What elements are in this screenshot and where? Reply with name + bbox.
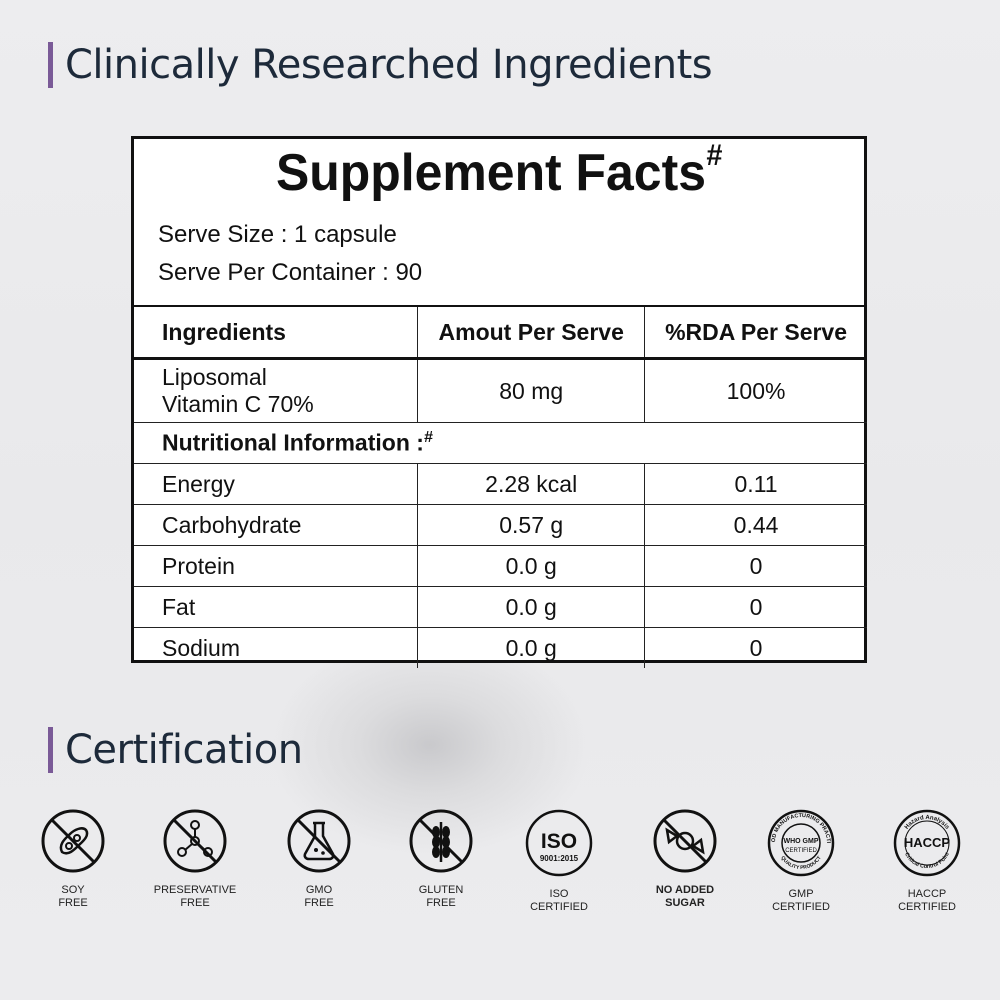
haccp-icon: Hazard Analysis Critical Control Point H… — [893, 809, 961, 877]
cert-label: GLUTEN FREE — [418, 884, 464, 909]
certification-heading-text: Certification — [65, 727, 303, 773]
gmp-icon: GOOD MANUFACTURING PRACTICE QUALITY PROD… — [766, 808, 835, 877]
cert-label: ISO CERTIFIED — [530, 888, 588, 913]
row-rda: 0.11 — [644, 463, 867, 505]
cert-label: PRESERVATIVE FREE — [153, 884, 237, 909]
cert-iso: ISO 9001:2015 ISO CERTIFIED — [494, 808, 624, 914]
svg-text:QUALITY PRODUCT: QUALITY PRODUCT — [779, 855, 822, 871]
cert-label: HACCP CERTIFIED — [898, 888, 956, 913]
row-name: Carbohydrate — [134, 504, 419, 546]
cert-preservative-free: PRESERVATIVE FREE — [130, 808, 260, 910]
cert-label: SOY FREE — [58, 884, 88, 909]
cert-label: GMO FREE — [304, 884, 334, 909]
svg-text:HACCP: HACCP — [904, 835, 951, 850]
cert-gmp: GOOD MANUFACTURING PRACTICE QUALITY PROD… — [736, 808, 866, 914]
row-amount: 0.0 g — [417, 586, 646, 628]
row-rda: 0 — [644, 627, 867, 668]
table-row: Energy 2.28 kcal 0.11 — [134, 463, 867, 505]
nutritional-info-row: Nutritional Information :# — [134, 422, 867, 464]
row-amount: 0.57 g — [417, 504, 646, 546]
ingredients-heading: Clinically Researched Ingredients — [48, 42, 713, 88]
preservative-free-icon — [163, 809, 227, 873]
table-row: Liposomal Vitamin C 70% 80 mg 100% — [134, 358, 867, 423]
cert-haccp: Hazard Analysis Critical Control Point H… — [862, 808, 992, 914]
row-amount: 2.28 kcal — [417, 463, 646, 505]
row-amount: 0.0 g — [417, 627, 646, 668]
svg-text:CERTIFIED: CERTIFIED — [785, 848, 817, 854]
svg-text:9001:2015: 9001:2015 — [540, 854, 579, 863]
col-header-rda: %RDA Per Serve — [644, 305, 867, 360]
heading-accent-bar — [48, 727, 53, 773]
cert-label: GMP CERTIFIED — [772, 888, 830, 913]
iso-icon: ISO 9001:2015 — [525, 809, 593, 877]
cert-gmo-free: GMO FREE — [254, 808, 384, 910]
serve-size: Serve Size : 1 capsule — [158, 221, 397, 248]
col-header-ingredients: Ingredients — [134, 305, 419, 360]
table-row: Sodium 0.0 g 0 — [134, 627, 867, 668]
row-name: Protein — [134, 545, 419, 587]
ingredients-heading-text: Clinically Researched Ingredients — [65, 42, 713, 88]
nutritional-info-label: Nutritional Information :# — [134, 422, 867, 464]
cert-no-added-sugar: NO ADDED SUGAR — [620, 808, 750, 910]
gmo-free-icon — [287, 809, 351, 873]
cert-soy-free: SOY FREE — [8, 808, 138, 910]
ingredient-amount: 80 mg — [417, 358, 646, 423]
table-row: Fat 0.0 g 0 — [134, 586, 867, 628]
row-name: Energy — [134, 463, 419, 505]
row-amount: 0.0 g — [417, 545, 646, 587]
ingredient-rda: 100% — [644, 358, 867, 423]
row-rda: 0.44 — [644, 504, 867, 546]
table-row: Protein 0.0 g 0 — [134, 545, 867, 587]
gluten-free-icon — [409, 809, 473, 873]
table-row: Carbohydrate 0.57 g 0.44 — [134, 504, 867, 546]
no-added-sugar-icon — [653, 809, 717, 873]
heading-accent-bar — [48, 42, 53, 88]
row-name: Fat — [134, 586, 419, 628]
certification-badges: SOY FREE PRESERVATIVE FREE GMO FREE — [0, 808, 1000, 918]
svg-text:WHO GMP: WHO GMP — [784, 838, 819, 845]
row-rda: 0 — [644, 545, 867, 587]
serve-per-container: Serve Per Container : 90 — [158, 259, 423, 286]
row-rda: 0 — [644, 586, 867, 628]
svg-text:Critical Control Point: Critical Control Point — [903, 852, 951, 870]
soy-free-icon — [41, 809, 105, 873]
ingredient-name: Liposomal Vitamin C 70% — [134, 358, 419, 423]
supplement-facts-panel: Supplement Facts# Serve Size : 1 capsule… — [131, 136, 867, 668]
table-header-row: Ingredients Amout Per Serve %RDA Per Ser… — [134, 305, 867, 360]
facts-title-mark: # — [705, 139, 722, 172]
cert-label: NO ADDED SUGAR — [655, 884, 715, 909]
facts-table: Ingredients Amout Per Serve %RDA Per Ser… — [134, 305, 867, 668]
col-header-amount: Amout Per Serve — [417, 305, 646, 360]
row-name: Sodium — [134, 627, 419, 668]
cert-gluten-free: GLUTEN FREE — [376, 808, 506, 910]
facts-title: Supplement Facts# — [276, 139, 722, 202]
svg-text:ISO: ISO — [541, 830, 577, 853]
certification-heading: Certification — [48, 727, 303, 773]
